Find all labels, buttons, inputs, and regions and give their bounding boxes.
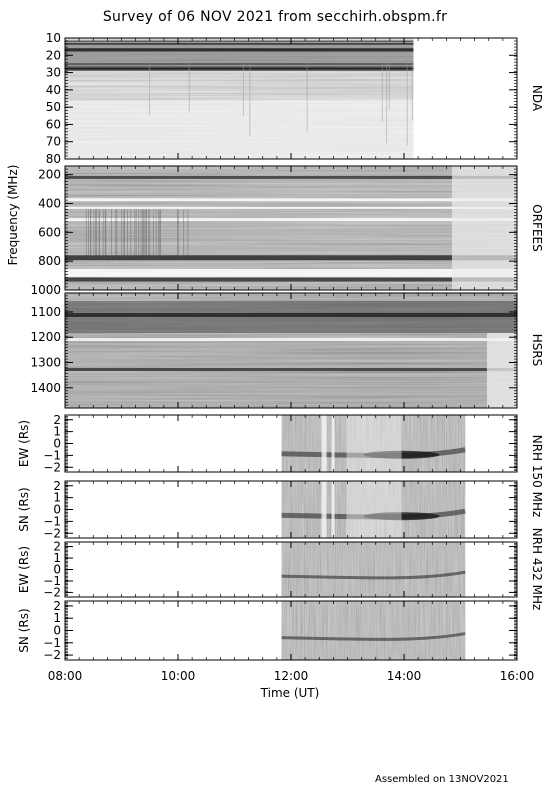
y-tick-label: −2 bbox=[43, 648, 61, 662]
hsrs-line bbox=[65, 313, 517, 317]
spectrogram-texture bbox=[281, 415, 466, 472]
y-tick-label: 0 bbox=[53, 437, 61, 451]
orfees-band bbox=[65, 255, 517, 261]
y-tick-label: −1 bbox=[43, 448, 61, 462]
panel-nrh-150-mhz-ew: 210−1−2 EW (Rs) bbox=[17, 413, 518, 474]
spectrogram-texture bbox=[281, 601, 466, 660]
y-tick-label: 40 bbox=[46, 83, 61, 97]
y-tick-label: 1 bbox=[53, 425, 61, 439]
y-tick-label: 0 bbox=[53, 503, 61, 517]
y-tick-label: 60 bbox=[46, 117, 61, 131]
x-axis: 08:00 10:00 12:00 14:00 16:00 bbox=[48, 669, 535, 683]
y-tick-label: 1400 bbox=[30, 381, 61, 395]
orfees-band bbox=[65, 277, 517, 282]
y-tick-label: 70 bbox=[46, 135, 61, 149]
x-axis-label: Time (UT) bbox=[260, 686, 320, 700]
panel-y-label: SN (Rs) bbox=[17, 487, 31, 531]
y-tick-label: 20 bbox=[46, 48, 61, 62]
chart-title: Survey of 06 NOV 2021 from secchirh.obsp… bbox=[102, 9, 448, 25]
panel-side-label: NRH 432 MHz bbox=[530, 528, 544, 611]
y-tick-label: 0 bbox=[53, 563, 61, 577]
nrh-source bbox=[363, 450, 440, 459]
y-tick-label: 200 bbox=[38, 168, 61, 182]
y-tick-label: 80 bbox=[46, 152, 61, 166]
nrh-source-track bbox=[281, 570, 466, 580]
nda-quiet bbox=[65, 100, 414, 159]
nrh-source bbox=[363, 512, 440, 521]
x-tick-label: 12:00 bbox=[274, 669, 309, 683]
spectrogram-texture bbox=[281, 481, 466, 538]
y-tick-label: 2 bbox=[53, 479, 61, 493]
y-tick-label: −1 bbox=[43, 574, 61, 588]
panel-nrh-432-mhz-sn: 210−1−2 SN (Rs) bbox=[17, 599, 518, 662]
y-tick-label: 2 bbox=[53, 599, 61, 613]
nrh-bright bbox=[346, 415, 402, 472]
panel-side-label: ORFEES bbox=[530, 204, 544, 251]
y-tick-label: −2 bbox=[43, 585, 61, 599]
panel-y-label: SN (Rs) bbox=[17, 608, 31, 652]
panel-hsrs: 1100 1200 1300 1400 bbox=[30, 292, 518, 409]
assembled-note: Assembled on 13NOV2021 bbox=[375, 774, 509, 785]
nrh-gap bbox=[321, 415, 327, 472]
nrh-gap bbox=[331, 481, 335, 538]
x-tick-label: 08:00 bbox=[48, 669, 83, 683]
nrh-source-track bbox=[281, 632, 466, 641]
panel-side-label: NDA bbox=[530, 85, 544, 112]
y-tick-label: −1 bbox=[43, 636, 61, 650]
y-tick-label: 400 bbox=[38, 196, 61, 210]
panel-side-label: HSRS bbox=[530, 334, 544, 367]
y-tick-label: 1 bbox=[53, 491, 61, 505]
orfees-band bbox=[65, 218, 517, 222]
nrh-bright bbox=[346, 481, 402, 538]
y-tick-label: 0 bbox=[53, 624, 61, 638]
y-tick-label: 50 bbox=[46, 100, 61, 114]
orfees-bright-end bbox=[452, 166, 517, 290]
x-tick-label: 14:00 bbox=[387, 669, 422, 683]
y-tick-label: −2 bbox=[43, 526, 61, 540]
y-tick-label: 1200 bbox=[30, 330, 61, 344]
panel-y-label: EW (Rs) bbox=[17, 420, 31, 467]
x-tick-label: 10:00 bbox=[161, 669, 196, 683]
y-tick-label: −1 bbox=[43, 514, 61, 528]
y-tick-label: 800 bbox=[38, 254, 61, 268]
y-tick-label: 30 bbox=[46, 66, 61, 80]
y-tick-label: 1000 bbox=[30, 283, 61, 297]
nrh-gap bbox=[321, 481, 327, 538]
y-tick-label: 1 bbox=[53, 611, 61, 625]
y-tick-label: 2 bbox=[53, 540, 61, 554]
y-tick-label: 1100 bbox=[30, 305, 61, 319]
spectrogram-texture bbox=[281, 542, 466, 597]
panel-nda: 10 20 30 40 50 60 70 80 bbox=[46, 31, 518, 166]
orfees-band bbox=[65, 206, 517, 209]
y-tick-label: −2 bbox=[43, 460, 61, 474]
y-tick-label: 600 bbox=[38, 225, 61, 239]
hsrs-line bbox=[65, 368, 517, 371]
panel-orfees: 200 400 600 800 1000 bbox=[30, 165, 518, 297]
orfees-band bbox=[65, 198, 517, 202]
y-tick-label: 2 bbox=[53, 413, 61, 427]
panel-side-label: NRH 150 MHz bbox=[530, 435, 544, 518]
nrh-gap bbox=[331, 415, 335, 472]
orfees-band bbox=[65, 175, 517, 179]
hsrs-bright-end bbox=[487, 333, 517, 408]
orfees-band bbox=[65, 268, 517, 277]
panel-y-label: EW (Rs) bbox=[17, 546, 31, 593]
y-tick-label: 1 bbox=[53, 551, 61, 565]
y-tick-label: 10 bbox=[46, 31, 61, 45]
x-tick-label: 16:00 bbox=[500, 669, 535, 683]
hsrs-line bbox=[65, 338, 517, 341]
panel-nrh-432-mhz-ew: 210−1−2 EW (Rs) bbox=[17, 540, 518, 599]
y-tick-label: 1300 bbox=[30, 356, 61, 370]
panel-nrh-150-mhz-sn: 210−1−2 SN (Rs) bbox=[17, 479, 518, 540]
y-axis-label: Frequency (MHz) bbox=[6, 165, 20, 266]
